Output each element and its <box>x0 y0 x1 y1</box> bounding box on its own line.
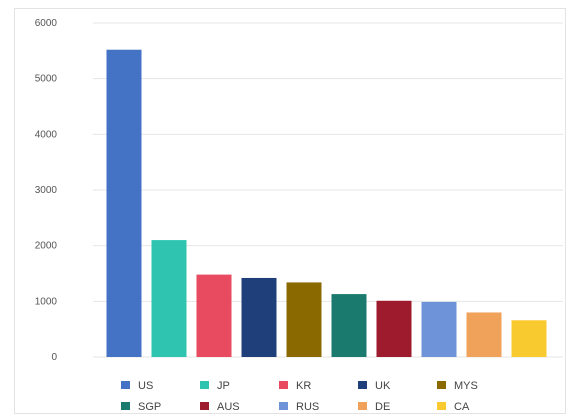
legend-item-kr[interactable]: KR <box>279 380 311 392</box>
legend-item-rus[interactable]: RUS <box>279 401 319 413</box>
chart-card: 0 1000 2000 3000 4000 5000 6000 US JP KR UK MYS SGP… <box>14 8 566 414</box>
legend-label: SGP <box>138 401 161 413</box>
legend-item-ca[interactable]: CA <box>437 401 470 413</box>
y-tick-label: 3000 <box>35 185 58 196</box>
legend-label: DE <box>375 401 390 413</box>
legend-item-jp[interactable]: JP <box>200 380 230 392</box>
bar-kr[interactable] <box>196 274 232 357</box>
legend-swatch <box>279 381 288 389</box>
bar-mys[interactable] <box>286 282 322 357</box>
legend-swatch <box>200 402 209 410</box>
bar-de[interactable] <box>466 312 502 357</box>
legend-swatch <box>200 381 209 389</box>
y-tick-label: 2000 <box>35 241 58 252</box>
legend-label: RUS <box>296 401 319 413</box>
bar-rus[interactable] <box>421 301 457 357</box>
y-axis-ticks: 0 1000 2000 3000 4000 5000 6000 <box>35 18 58 363</box>
legend-label: US <box>138 380 153 392</box>
legend-swatch <box>437 381 446 389</box>
legend-label: JP <box>217 380 230 392</box>
legend-swatch <box>358 402 367 410</box>
bar-jp[interactable] <box>151 240 187 357</box>
legend: US JP KR UK MYS SGP AUS RUS DE CA <box>121 380 478 413</box>
bar-uk[interactable] <box>241 277 277 357</box>
y-tick-label: 6000 <box>35 18 58 29</box>
y-tick-label: 5000 <box>35 74 58 85</box>
legend-swatch <box>121 381 130 389</box>
legend-item-mys[interactable]: MYS <box>437 380 478 392</box>
legend-item-aus[interactable]: AUS <box>200 401 240 413</box>
legend-item-uk[interactable]: UK <box>358 380 391 392</box>
legend-label: UK <box>375 380 391 392</box>
legend-swatch <box>279 402 288 410</box>
legend-label: KR <box>296 380 311 392</box>
legend-swatch <box>437 402 446 410</box>
bar-sgp[interactable] <box>331 294 367 357</box>
bars <box>106 49 547 357</box>
bar-chart: 0 1000 2000 3000 4000 5000 6000 US JP KR UK MYS SGP… <box>35 18 563 413</box>
y-tick-label: 4000 <box>35 129 58 140</box>
legend-swatch <box>121 402 130 410</box>
legend-label: AUS <box>217 401 240 413</box>
legend-swatch <box>358 381 367 389</box>
legend-item-us[interactable]: US <box>121 380 153 392</box>
bar-aus[interactable] <box>376 300 412 357</box>
legend-label: MYS <box>454 380 478 392</box>
bar-us[interactable] <box>106 49 142 357</box>
y-tick-label: 1000 <box>35 296 58 307</box>
legend-item-de[interactable]: DE <box>358 401 390 413</box>
legend-label: CA <box>454 401 470 413</box>
bar-ca[interactable] <box>511 320 547 357</box>
y-tick-label: 0 <box>51 352 57 363</box>
legend-item-sgp[interactable]: SGP <box>121 401 161 413</box>
